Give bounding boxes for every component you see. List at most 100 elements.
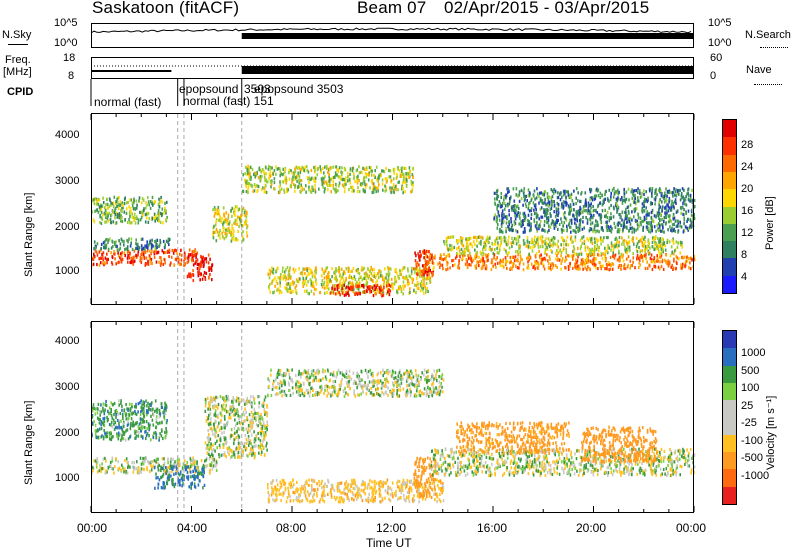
heatmap-cell (150, 246, 153, 250)
heatmap-cell (121, 206, 123, 210)
heatmap-cell (133, 255, 135, 259)
heatmap-cell (105, 214, 107, 218)
heatmap-cell (327, 183, 329, 187)
heatmap-cell (132, 256, 134, 260)
radar-title: Saskatoon (fitACF) (92, 0, 240, 17)
heatmap-cell (171, 248, 174, 253)
heatmap-cell (157, 211, 159, 215)
heatmap-cell (162, 221, 164, 225)
heatmap-cell (226, 227, 229, 231)
heatmap-cell (121, 209, 123, 213)
heatmap-cell (279, 174, 281, 178)
heatmap-cell (344, 180, 346, 184)
heatmap-cell (386, 177, 388, 181)
heatmap-cell (93, 198, 95, 202)
heatmap-cell (164, 261, 166, 265)
heatmap-cell (153, 252, 156, 256)
heatmap-cell (371, 169, 373, 173)
heatmap-cell (136, 242, 139, 246)
heatmap-cell (377, 189, 379, 193)
heatmap-cell (97, 202, 100, 206)
heatmap-cell (193, 254, 195, 258)
heatmap-cell (310, 177, 312, 181)
heatmap-cell (216, 230, 219, 234)
heatmap-cell (195, 253, 198, 257)
heatmap-cell (116, 204, 118, 208)
heatmap-cell (189, 253, 192, 257)
heatmap-cell (384, 189, 386, 193)
heatmap-cell (241, 224, 244, 228)
heatmap-cell (129, 220, 131, 224)
heatmap-cell (116, 215, 119, 219)
heatmap-cell (352, 185, 354, 189)
heatmap-cell (348, 178, 351, 182)
heatmap-cell (192, 273, 194, 277)
heatmap-cell (117, 196, 119, 200)
heatmap-cell (245, 215, 248, 219)
heatmap-cell (153, 200, 156, 204)
heatmap-cell (144, 213, 147, 217)
heatmap-cell (373, 187, 375, 191)
heatmap-cell (123, 239, 125, 243)
heatmap-cell (158, 201, 161, 205)
heatmap-cell (353, 175, 355, 179)
heatmap-cell (162, 262, 165, 267)
heatmap-cell (213, 224, 215, 228)
heatmap-cell (103, 246, 105, 250)
heatmap-cell (135, 206, 138, 210)
heatmap-cell (106, 206, 109, 210)
nsky-tick-bottom: 10^0 (54, 37, 78, 49)
heatmap-cell (251, 167, 254, 171)
heatmap-cell (107, 206, 109, 210)
heatmap-cell (241, 213, 244, 217)
heatmap-cell (133, 249, 136, 253)
heatmap-cell (156, 245, 158, 249)
heatmap-cell (132, 258, 134, 262)
heatmap-cell (144, 247, 146, 251)
heatmap-cell (226, 232, 228, 236)
heatmap-cell (146, 203, 148, 207)
heatmap-cell (122, 203, 124, 207)
heatmap-cell (146, 240, 148, 244)
heatmap-cell (353, 172, 355, 176)
heatmap-cell (140, 237, 143, 241)
heatmap-cell (92, 218, 95, 222)
heatmap-cell (212, 233, 214, 237)
heatmap-cell (94, 249, 97, 253)
heatmap-cell (114, 208, 116, 212)
heatmap-cell (356, 190, 359, 194)
heatmap-cell (118, 212, 121, 216)
heatmap-cell (104, 244, 106, 248)
heatmap-cell (202, 255, 204, 259)
heatmap-cell (124, 253, 126, 258)
heatmap-cell (397, 167, 399, 171)
heatmap-cell (275, 165, 277, 169)
heatmap-cell (156, 243, 158, 247)
heatmap-cell (149, 200, 152, 204)
heatmap-cell (227, 216, 230, 220)
cpid-3503: 3503 (244, 82, 271, 96)
heatmap-cell (194, 253, 196, 257)
heatmap-cell (102, 213, 104, 217)
heatmap-cell (159, 211, 162, 215)
heatmap-cell (356, 181, 359, 185)
heatmap-cell (125, 247, 127, 251)
heatmap-cell (101, 252, 103, 256)
heatmap-cell (168, 254, 170, 259)
heatmap-cell (115, 240, 117, 244)
heatmap-cell (258, 166, 261, 170)
heatmap-cell (277, 167, 280, 171)
heatmap-cell (354, 179, 356, 184)
heatmap-cell (272, 172, 274, 176)
heatmap-cell (356, 168, 359, 172)
heatmap-cell (396, 172, 398, 176)
heatmap-cell (316, 173, 319, 177)
heatmap-cell (257, 176, 260, 180)
heatmap-cell (284, 170, 286, 174)
heatmap-cell (198, 270, 200, 274)
heatmap-cell (243, 211, 246, 215)
heatmap-cell (133, 259, 136, 263)
heatmap-cell (347, 175, 349, 179)
heatmap-cell (151, 249, 153, 253)
nave-band (241, 66, 694, 74)
